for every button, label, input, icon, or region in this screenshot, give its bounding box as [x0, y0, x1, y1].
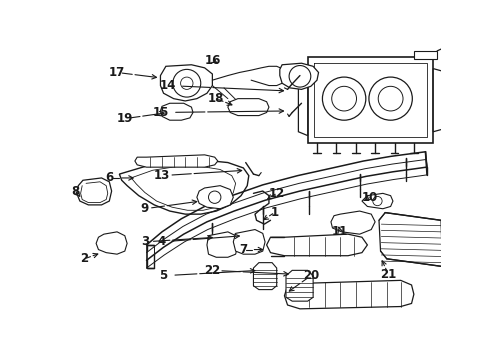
Polygon shape	[147, 152, 426, 253]
Text: 8: 8	[71, 185, 79, 198]
Polygon shape	[135, 155, 218, 167]
Text: 16: 16	[204, 54, 220, 67]
Polygon shape	[286, 270, 313, 301]
Polygon shape	[120, 160, 249, 214]
Text: 1: 1	[270, 206, 278, 219]
Polygon shape	[379, 213, 442, 266]
Text: 2: 2	[80, 252, 89, 265]
Text: 11: 11	[332, 225, 348, 238]
Polygon shape	[77, 178, 112, 205]
Text: 7: 7	[239, 243, 247, 256]
Polygon shape	[207, 232, 238, 257]
Polygon shape	[228, 99, 269, 116]
Text: 5: 5	[159, 269, 168, 282]
Polygon shape	[147, 167, 427, 268]
Polygon shape	[96, 232, 127, 254]
Text: 19: 19	[117, 112, 133, 125]
Text: 4: 4	[158, 235, 166, 248]
Polygon shape	[197, 186, 233, 209]
Polygon shape	[285, 280, 414, 309]
Text: 21: 21	[380, 268, 396, 281]
Text: 20: 20	[303, 269, 319, 282]
Text: 10: 10	[362, 191, 378, 204]
Text: 3: 3	[141, 235, 149, 248]
Text: 13: 13	[154, 169, 170, 182]
Polygon shape	[233, 230, 265, 254]
Polygon shape	[253, 263, 277, 289]
Text: 9: 9	[141, 202, 149, 215]
Polygon shape	[331, 211, 375, 234]
Polygon shape	[414, 51, 437, 59]
Polygon shape	[362, 193, 393, 209]
Text: 12: 12	[269, 187, 285, 200]
Polygon shape	[147, 159, 426, 260]
Text: 17: 17	[109, 66, 125, 79]
Polygon shape	[160, 65, 212, 101]
Polygon shape	[160, 103, 193, 120]
Text: 6: 6	[105, 171, 113, 184]
Polygon shape	[267, 234, 368, 256]
Polygon shape	[298, 65, 308, 136]
Text: 15: 15	[152, 106, 169, 119]
Polygon shape	[433, 69, 447, 132]
Text: 14: 14	[160, 79, 176, 92]
Text: 22: 22	[204, 264, 220, 277]
Polygon shape	[147, 245, 154, 268]
Polygon shape	[280, 63, 318, 89]
Polygon shape	[308, 57, 433, 143]
Text: 18: 18	[208, 92, 224, 105]
